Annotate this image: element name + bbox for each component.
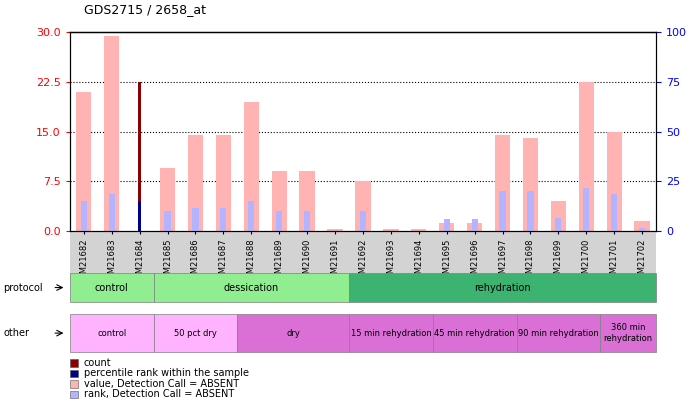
Bar [160, 168, 175, 231]
Bar [355, 181, 371, 231]
Bar [639, 228, 645, 231]
Text: control: control [95, 283, 128, 292]
Bar [444, 219, 450, 231]
Bar [104, 36, 119, 231]
Text: 50 pct dry: 50 pct dry [174, 328, 217, 338]
Bar [76, 92, 91, 231]
Bar [248, 201, 254, 231]
Bar [165, 211, 170, 231]
Bar [272, 171, 287, 231]
Bar [81, 201, 87, 231]
Text: 15 min rehydration: 15 min rehydration [350, 328, 431, 338]
Bar [216, 135, 231, 231]
Bar [611, 194, 617, 231]
Bar [193, 208, 198, 231]
Bar [584, 188, 589, 231]
Text: value, Detection Call = ABSENT: value, Detection Call = ABSENT [84, 379, 239, 389]
Text: rehydration: rehydration [474, 283, 531, 292]
Bar [634, 221, 650, 231]
Bar [138, 201, 142, 231]
Bar [109, 194, 114, 231]
Bar [411, 229, 426, 231]
Text: 360 min
rehydration: 360 min rehydration [604, 324, 653, 343]
Text: dry: dry [286, 328, 300, 338]
Bar [327, 229, 343, 231]
Text: 45 min rehydration: 45 min rehydration [434, 328, 515, 338]
Text: protocol: protocol [3, 283, 43, 292]
Text: control: control [97, 328, 126, 338]
Bar [299, 171, 315, 231]
Bar [495, 135, 510, 231]
Bar [467, 223, 482, 231]
Bar [244, 102, 259, 231]
Text: 90 min rehydration: 90 min rehydration [518, 328, 599, 338]
Text: dessication: dessication [223, 283, 279, 292]
Bar [528, 191, 533, 231]
Bar [523, 138, 538, 231]
Bar [383, 229, 399, 231]
Bar [276, 211, 282, 231]
Bar [579, 82, 594, 231]
Text: percentile rank within the sample: percentile rank within the sample [84, 369, 248, 378]
Bar [188, 135, 203, 231]
Bar [360, 211, 366, 231]
Bar [500, 191, 505, 231]
Text: rank, Detection Call = ABSENT: rank, Detection Call = ABSENT [84, 390, 234, 399]
Bar [304, 211, 310, 231]
Bar [556, 217, 561, 231]
Text: other: other [3, 328, 29, 338]
Bar [439, 223, 454, 231]
Bar [138, 82, 142, 231]
Bar [607, 132, 622, 231]
Bar [551, 201, 566, 231]
Text: GDS2715 / 2658_at: GDS2715 / 2658_at [84, 3, 206, 16]
Bar [221, 208, 226, 231]
Bar [472, 219, 477, 231]
Text: count: count [84, 358, 112, 368]
